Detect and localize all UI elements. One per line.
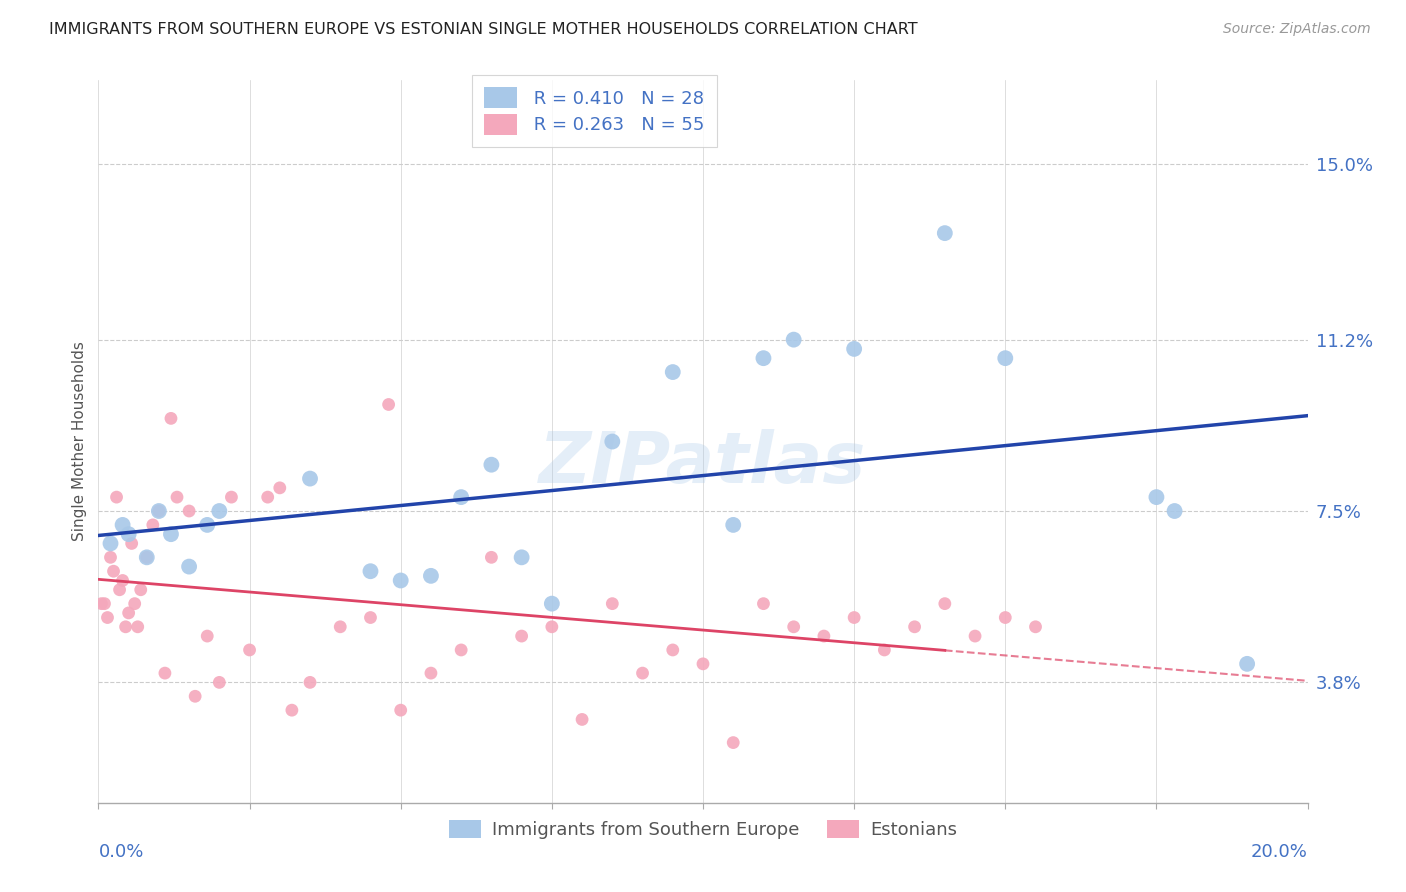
Point xyxy=(723,517,745,532)
Point xyxy=(752,597,775,611)
Point xyxy=(692,657,714,671)
Point xyxy=(631,666,654,681)
Point xyxy=(179,559,201,574)
Point xyxy=(994,351,1017,366)
Point xyxy=(481,550,503,565)
Point xyxy=(540,620,562,634)
Point xyxy=(124,597,146,611)
Text: ZIPatlas: ZIPatlas xyxy=(540,429,866,498)
Point xyxy=(783,620,806,634)
Point xyxy=(752,351,775,366)
Legend: Immigrants from Southern Europe, Estonians: Immigrants from Southern Europe, Estonia… xyxy=(440,811,966,848)
Point xyxy=(783,333,806,347)
Point xyxy=(221,490,243,504)
Point xyxy=(1024,620,1046,634)
Point xyxy=(100,536,122,550)
Point xyxy=(723,735,745,749)
Point xyxy=(540,597,562,611)
Point xyxy=(256,490,278,504)
Text: Source: ZipAtlas.com: Source: ZipAtlas.com xyxy=(1223,22,1371,37)
Point xyxy=(510,629,533,643)
Text: 20.0%: 20.0% xyxy=(1251,843,1308,861)
Point xyxy=(420,666,443,681)
Point xyxy=(360,564,382,578)
Point xyxy=(179,504,201,518)
Point xyxy=(510,550,533,565)
Point xyxy=(114,620,136,634)
Point xyxy=(934,226,956,240)
Point xyxy=(195,517,218,532)
Point xyxy=(389,703,412,717)
Point xyxy=(239,643,262,657)
Point xyxy=(160,411,183,425)
Point xyxy=(118,527,141,541)
Point xyxy=(904,620,927,634)
Point xyxy=(1236,657,1258,671)
Point xyxy=(166,490,188,504)
Point xyxy=(160,527,183,541)
Point xyxy=(108,582,131,597)
Point xyxy=(420,569,443,583)
Point xyxy=(153,666,176,681)
Point xyxy=(93,597,115,611)
Point xyxy=(142,517,165,532)
Point xyxy=(873,643,896,657)
Point xyxy=(111,517,134,532)
Point xyxy=(844,610,866,624)
Point xyxy=(329,620,352,634)
Point xyxy=(934,597,956,611)
Point xyxy=(148,504,170,518)
Point xyxy=(813,629,835,643)
Point xyxy=(111,574,134,588)
Point xyxy=(602,597,624,611)
Point xyxy=(360,610,382,624)
Point xyxy=(661,643,683,657)
Point xyxy=(299,472,322,486)
Point xyxy=(103,564,125,578)
Y-axis label: Single Mother Households: Single Mother Households xyxy=(72,342,87,541)
Point xyxy=(965,629,987,643)
Point xyxy=(195,629,218,643)
Point xyxy=(269,481,291,495)
Point xyxy=(1163,504,1185,518)
Point xyxy=(299,675,322,690)
Point xyxy=(184,690,207,704)
Text: IMMIGRANTS FROM SOUTHERN EUROPE VS ESTONIAN SINGLE MOTHER HOUSEHOLDS CORRELATION: IMMIGRANTS FROM SOUTHERN EUROPE VS ESTON… xyxy=(49,22,918,37)
Point xyxy=(148,504,170,518)
Point xyxy=(96,610,118,624)
Point xyxy=(661,365,683,379)
Point xyxy=(118,606,141,620)
Point xyxy=(281,703,304,717)
Point xyxy=(450,490,472,504)
Point xyxy=(100,550,122,565)
Point xyxy=(135,550,157,565)
Point xyxy=(844,342,866,356)
Point xyxy=(121,536,143,550)
Point xyxy=(135,550,157,565)
Point xyxy=(450,643,472,657)
Point xyxy=(481,458,503,472)
Point xyxy=(994,610,1017,624)
Point xyxy=(571,713,593,727)
Point xyxy=(389,574,412,588)
Point xyxy=(208,675,231,690)
Point xyxy=(129,582,152,597)
Point xyxy=(105,490,128,504)
Point xyxy=(127,620,149,634)
Point xyxy=(377,397,399,411)
Text: 0.0%: 0.0% xyxy=(98,843,143,861)
Point xyxy=(208,504,231,518)
Point xyxy=(90,597,112,611)
Point xyxy=(1146,490,1168,504)
Point xyxy=(602,434,624,449)
